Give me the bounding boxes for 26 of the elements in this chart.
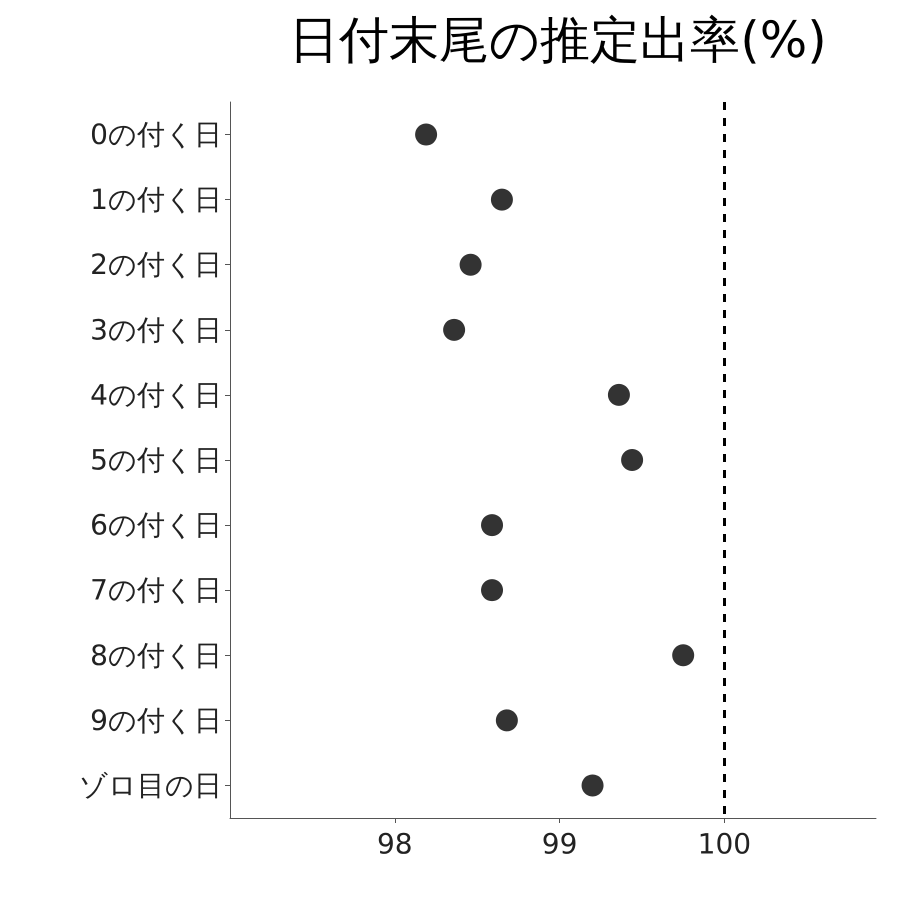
point [490,188,513,211]
y-tick-label: 7の付く日 [90,574,222,607]
point [621,449,644,471]
y-tick-label: 4の付く日 [90,378,222,412]
x-tick-label: 99 [542,828,578,860]
point [496,709,518,732]
y-tick-label: 5の付く日 [90,444,222,476]
point [582,774,604,796]
point [672,644,694,666]
y-tick-label: 8の付く日 [90,638,222,672]
chart-title: 日付末尾の推定出率(%) [289,11,827,69]
x-tick-label: 100 [698,828,752,860]
y-tick-label: 2の付く日 [90,248,222,282]
point [481,579,504,602]
point [443,318,466,341]
point [415,124,438,146]
point [481,514,504,536]
y-tick-label: 3の付く日 [90,313,222,346]
x-tick-label: 98 [376,828,413,860]
y-tick-label: 1の付く日 [90,183,222,216]
y-tick-label: 0の付く日 [90,118,222,152]
y-tick-label: 9の付く日 [90,704,222,737]
point [608,384,630,406]
y-tick-label: ゾロ目の日 [79,768,222,802]
y-tick-label: 6の付く日 [90,508,222,542]
point [460,254,482,276]
